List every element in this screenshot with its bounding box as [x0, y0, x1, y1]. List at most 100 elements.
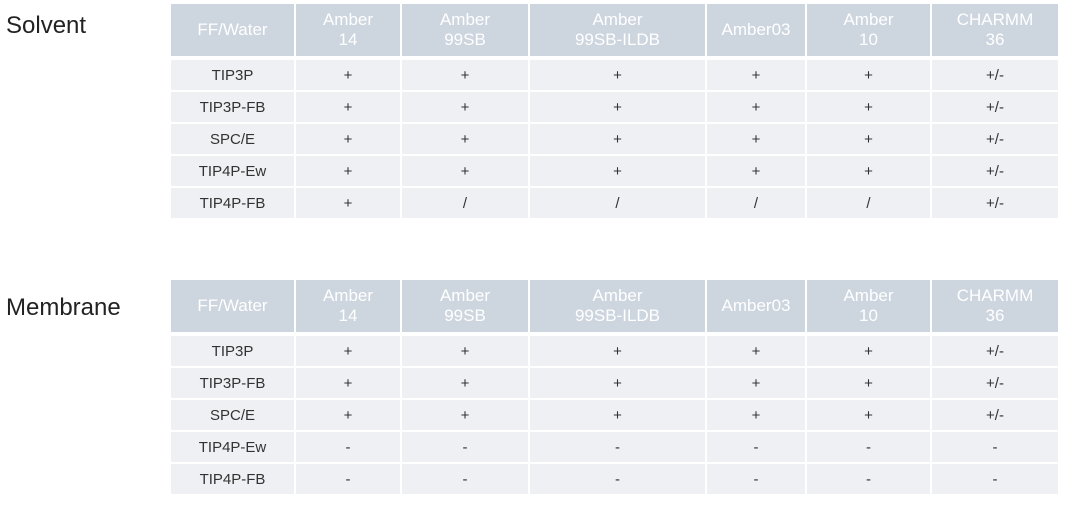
- column-header-line: 99SB-ILDB: [574, 30, 661, 49]
- section-title-solvent: Solvent: [6, 12, 87, 39]
- compatibility-cell: +: [402, 336, 530, 368]
- compatibility-cell: +: [807, 92, 932, 124]
- table-row: TIP4P-FB + / / / / +/-: [171, 188, 1058, 220]
- column-header-line: Amber: [843, 10, 894, 29]
- column-header: CHARMM 36: [932, 4, 1058, 60]
- column-header-line: 99SB: [444, 306, 486, 325]
- compatibility-cell: /: [707, 188, 807, 220]
- compatibility-cell: -: [530, 464, 707, 496]
- column-header: Amber 10: [807, 280, 932, 336]
- column-header-line: 14: [338, 306, 358, 325]
- column-header-ff-water: FF/Water: [171, 4, 296, 60]
- compatibility-cell: -: [807, 432, 932, 464]
- column-header-line: 10: [859, 306, 878, 325]
- table-row: TIP4P-FB - - - - - -: [171, 464, 1058, 496]
- column-header: Amber 99SB: [402, 280, 530, 336]
- water-model-cell: TIP4P-Ew: [171, 156, 296, 188]
- compatibility-cell: -: [932, 432, 1058, 464]
- header-row: FF/Water Amber 14 Amber 99SB Amber 99SB-ILDB Am…: [171, 280, 1058, 336]
- section-title-membrane: Membrane: [6, 294, 121, 321]
- compatibility-cell: +: [296, 336, 402, 368]
- column-header-line: Amber03: [721, 20, 791, 39]
- compatibility-cell: +: [530, 336, 707, 368]
- compatibility-cell: /: [807, 188, 932, 220]
- column-header: Amber03: [707, 4, 807, 60]
- compatibility-table-solvent: FF/Water Amber 14 Amber 99SB Amber 99SB-ILDB Am…: [171, 4, 1058, 220]
- compatibility-cell: +: [296, 124, 402, 156]
- compatibility-cell: -: [296, 464, 402, 496]
- compatibility-cell: +/-: [932, 60, 1058, 92]
- compatibility-cell: +: [402, 60, 530, 92]
- compatibility-cell: /: [530, 188, 707, 220]
- compatibility-cell: +: [530, 124, 707, 156]
- column-header: Amber 99SB-ILDB: [530, 280, 707, 336]
- compatibility-cell: +: [707, 60, 807, 92]
- compatibility-cell: +: [707, 156, 807, 188]
- column-header-line: 10: [859, 30, 878, 49]
- table-row: TIP4P-Ew - - - - - -: [171, 432, 1058, 464]
- compatibility-cell: +/-: [932, 124, 1058, 156]
- column-header: Amber03: [707, 280, 807, 336]
- compatibility-cell: +/-: [932, 400, 1058, 432]
- water-model-cell: TIP3P: [171, 336, 296, 368]
- compatibility-cell: +: [807, 400, 932, 432]
- water-model-cell: SPC/E: [171, 124, 296, 156]
- compatibility-cell: -: [807, 464, 932, 496]
- column-header-line: 36: [985, 306, 1005, 325]
- table-row: TIP3P + + + + + +/-: [171, 60, 1058, 92]
- column-header-line: Amber: [843, 286, 894, 305]
- compatibility-cell: +: [296, 92, 402, 124]
- water-model-cell: TIP3P-FB: [171, 92, 296, 124]
- compatibility-cell: +: [296, 188, 402, 220]
- column-header-line: Amber: [439, 10, 491, 29]
- table-row: TIP4P-Ew + + + + + +/-: [171, 156, 1058, 188]
- column-header-line: 99SB-ILDB: [574, 306, 661, 325]
- column-header-line: Amber: [322, 10, 374, 29]
- compatibility-cell: +: [707, 368, 807, 400]
- compatibility-cell: +: [402, 124, 530, 156]
- table-row: SPC/E + + + + + +/-: [171, 124, 1058, 156]
- column-header-line: 36: [985, 30, 1005, 49]
- compatibility-cell: +/-: [932, 368, 1058, 400]
- table-row: TIP3P-FB + + + + + +/-: [171, 92, 1058, 124]
- compatibility-cell: +: [807, 60, 932, 92]
- table-row: TIP3P-FB + + + + + +/-: [171, 368, 1058, 400]
- column-header-line: Amber: [592, 10, 643, 29]
- column-header-line: 14: [338, 30, 358, 49]
- column-header-line: FF/Water: [197, 296, 268, 315]
- column-header-ff-water: FF/Water: [171, 280, 296, 336]
- column-header: CHARMM 36: [932, 280, 1058, 336]
- column-header: Amber 99SB: [402, 4, 530, 60]
- compatibility-cell: +: [402, 156, 530, 188]
- column-header-line: CHARMM: [956, 10, 1034, 29]
- compatibility-cell: +/-: [932, 336, 1058, 368]
- compatibility-cell: +: [707, 400, 807, 432]
- column-header: Amber 99SB-ILDB: [530, 4, 707, 60]
- compatibility-cell: -: [932, 464, 1058, 496]
- compatibility-cell: +/-: [932, 188, 1058, 220]
- column-header-line: Amber: [439, 286, 491, 305]
- compatibility-cell: +: [707, 92, 807, 124]
- table-row: TIP3P + + + + + +/-: [171, 336, 1058, 368]
- compatibility-cell: +: [807, 336, 932, 368]
- column-header: Amber 10: [807, 4, 932, 60]
- compatibility-cell: +: [807, 156, 932, 188]
- column-header-line: FF/Water: [197, 20, 268, 39]
- compatibility-cell: +/-: [932, 92, 1058, 124]
- water-model-cell: TIP4P-FB: [171, 464, 296, 496]
- compatibility-cell: +: [807, 124, 932, 156]
- column-header-line: Amber: [322, 286, 374, 305]
- compatibility-cell: -: [530, 432, 707, 464]
- compatibility-cell: +: [807, 368, 932, 400]
- compatibility-cell: -: [402, 432, 530, 464]
- compatibility-cell: +: [402, 400, 530, 432]
- compatibility-cell: +: [402, 92, 530, 124]
- column-header-line: Amber: [592, 286, 643, 305]
- compatibility-cell: -: [296, 432, 402, 464]
- water-model-cell: TIP3P: [171, 60, 296, 92]
- column-header: Amber 14: [296, 4, 402, 60]
- compatibility-cell: +: [296, 60, 402, 92]
- table-row: SPC/E + + + + + +/-: [171, 400, 1058, 432]
- header-row: FF/Water Amber 14 Amber 99SB Amber 99SB-ILDB Am…: [171, 4, 1058, 60]
- compatibility-table-membrane: FF/Water Amber 14 Amber 99SB Amber 99SB-ILDB Am…: [171, 280, 1058, 496]
